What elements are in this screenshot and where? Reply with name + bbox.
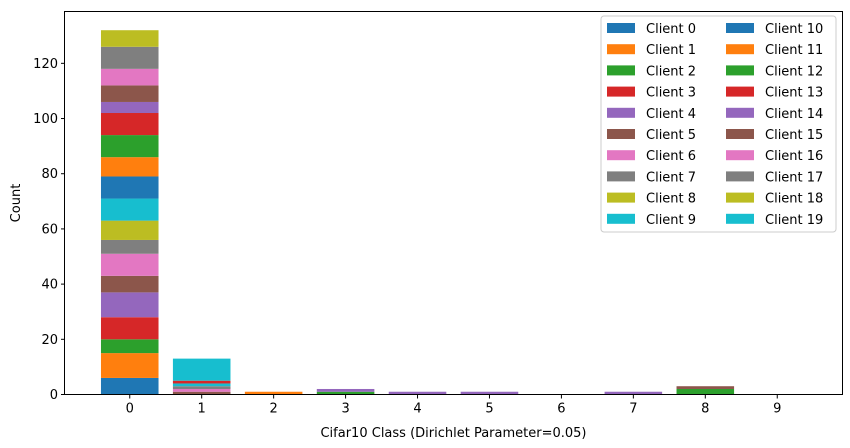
legend-swatch: [607, 213, 635, 224]
y-tick-label: 100: [33, 112, 58, 127]
bar-segment: [676, 386, 735, 389]
legend-label: Client 19: [765, 213, 823, 228]
y-tick-label: 60: [41, 222, 58, 237]
x-tick-label: 7: [629, 402, 637, 417]
legend-label: Client 11: [765, 43, 823, 58]
bar-segment: [100, 46, 159, 69]
y-tick-label: 80: [41, 167, 58, 182]
bar-segment: [316, 391, 375, 395]
legend-swatch: [726, 171, 754, 182]
legend-label: Client 9: [646, 213, 696, 228]
legend-label: Client 2: [646, 64, 696, 79]
x-axis-label: Cifar10 Class (Dirichlet Parameter=0.05): [320, 426, 586, 441]
bar-segment: [172, 388, 231, 392]
x-tick-label: 8: [701, 402, 709, 417]
legend-label: Client 3: [646, 86, 696, 101]
legend-label: Client 18: [765, 192, 823, 207]
bar-segment: [100, 85, 159, 102]
legend-swatch: [726, 192, 754, 203]
legend-label: Client 12: [765, 64, 823, 79]
bar-segment: [244, 391, 303, 395]
bar-segment: [100, 317, 159, 340]
legend-label: Client 6: [646, 149, 696, 164]
y-tick-label: 40: [41, 278, 58, 293]
legend-swatch: [607, 171, 635, 182]
y-axis: 0 20 40 60 80 100 120: [33, 57, 65, 403]
y-tick-label: 20: [41, 333, 58, 348]
legend-box: [600, 15, 837, 233]
legend: Client 0 Client 1 Client 2 Client 3 Client 4…: [600, 15, 837, 233]
bar-segment: [172, 386, 231, 389]
legend-swatch: [607, 129, 635, 139]
bar-segment: [172, 358, 231, 381]
bar-segment: [100, 353, 159, 378]
bar-segment: [100, 30, 159, 47]
legend-swatch: [607, 107, 635, 118]
legend-swatch: [726, 44, 754, 55]
bar-segment: [388, 391, 447, 395]
bar-segment: [100, 198, 159, 221]
x-tick-label: 6: [557, 402, 565, 417]
legend-swatch: [726, 23, 754, 33]
legend-label: Client 4: [646, 107, 696, 122]
x-tick-label: 1: [198, 402, 206, 417]
bar-segment: [172, 383, 231, 387]
legend-label: Client 1: [646, 43, 696, 58]
bar-segment: [100, 220, 159, 240]
x-tick-label: 2: [269, 402, 277, 417]
bar-segment: [676, 388, 735, 395]
bar-segment: [100, 157, 159, 177]
bar-segment: [100, 292, 159, 318]
legend-label: Client 8: [646, 192, 696, 207]
bar-segment: [100, 377, 159, 395]
bar-segment: [460, 391, 519, 395]
legend-swatch: [607, 44, 635, 55]
x-tick-label: 9: [773, 402, 781, 417]
legend-label: Client 5: [646, 128, 696, 143]
x-tick-label: 0: [126, 402, 134, 417]
legend-label: Client 16: [765, 149, 823, 164]
legend-label: Client 17: [765, 170, 823, 185]
bar-stacks: [100, 30, 735, 395]
bar-segment: [100, 339, 159, 354]
legend-swatch: [607, 23, 635, 33]
legend-label: Client 7: [646, 170, 696, 185]
x-tick-label: 3: [341, 402, 349, 417]
plot-frame: [64, 11, 843, 395]
legend-label: Client 10: [765, 22, 823, 37]
legend-swatch: [726, 129, 754, 139]
y-axis-label: Count: [9, 184, 24, 223]
legend-swatch: [726, 150, 754, 161]
bar-segment: [172, 380, 231, 384]
bar-segment: [100, 253, 159, 276]
y-tick-label: 120: [33, 57, 58, 72]
legend-swatch: [607, 65, 635, 76]
legend-swatch: [726, 86, 754, 97]
legend-label: Client 15: [765, 128, 823, 143]
bar-segment: [100, 68, 159, 86]
bar-segment: [100, 135, 159, 158]
bar-segment: [100, 113, 159, 136]
x-axis: 0 1 2 3 4 5 6 7 8 9: [126, 394, 781, 417]
legend-label: Client 13: [765, 86, 823, 101]
y-tick-label: 0: [50, 388, 58, 403]
bar-segment: [316, 388, 375, 392]
legend-label: Client 14: [765, 107, 823, 122]
bar-segment: [100, 275, 159, 293]
bar-segment: [172, 391, 231, 395]
legend-label: Client 0: [646, 22, 696, 37]
legend-swatch: [607, 192, 635, 203]
x-tick-label: 5: [485, 402, 493, 417]
bar-segment: [100, 101, 159, 114]
bar-segment: [100, 176, 159, 199]
legend-swatch: [726, 213, 754, 224]
legend-swatch: [726, 107, 754, 118]
bar-segment: [604, 391, 663, 395]
bar-segment: [100, 239, 159, 254]
legend-swatch: [607, 86, 635, 97]
x-tick-label: 4: [413, 402, 421, 417]
legend-swatch: [607, 150, 635, 161]
legend-swatch: [726, 65, 754, 76]
